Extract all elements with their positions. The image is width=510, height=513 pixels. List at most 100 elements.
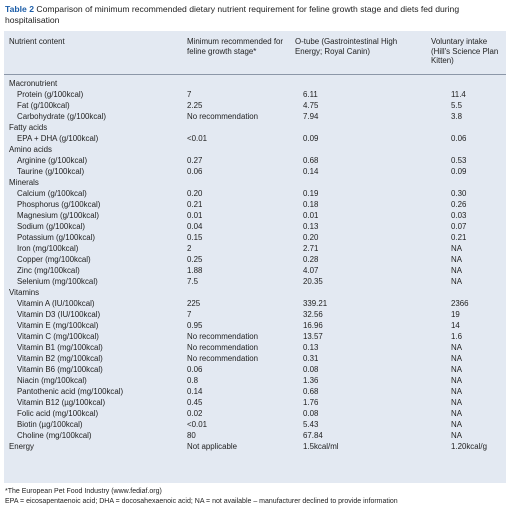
value-cell: 7 [187,310,192,319]
value-cell: No recommendation [187,343,259,352]
row-label: Selenium (mg/100kcal) [17,277,98,286]
value-cell: 14 [451,321,460,330]
row-label: Carbohydrate (g/100kcal) [17,112,107,121]
value-cell: 5.43 [303,420,319,429]
row-label: Fat (g/100kcal) [17,101,70,110]
value-cell: 2 [187,244,192,253]
value-cell: 7.5 [187,277,198,286]
nutrient-table: Nutrient content Minimum recommended for… [4,31,506,452]
caption-text: Comparison of minimum recommended dietar… [5,4,460,25]
value-cell: 0.02 [187,409,203,418]
footnote: *The European Pet Food Industry (www.fed… [5,488,162,495]
row-label: Choline (mg/100kcal) [17,431,92,440]
row-label: Vitamin D3 (IU/100kcal) [17,310,101,319]
value-cell: No recommendation [187,354,259,363]
value-cell: NA [451,244,462,253]
table-row: Vitamin B1 (mg/100kcal) No recommendation… [4,342,506,353]
table-row: Vitamin C (mg/100kcal) No recommendation 1… [4,331,506,342]
value-cell: 1.36 [303,376,319,385]
row-label: Pantothenic acid (mg/100kcal) [17,387,124,396]
row-label: Vitamin C (mg/100kcal) [17,332,99,341]
value-cell: Not applicable [187,442,238,451]
value-cell: 0.09 [303,134,319,143]
header-cell: Minimum recommended for feline growth st… [182,31,290,75]
value-cell: 67.84 [303,431,323,440]
row-label: Vitamin B1 (mg/100kcal) [17,343,103,352]
row-label: EPA + DHA (g/100kcal) [17,134,99,143]
value-cell: 32.56 [303,310,323,319]
row-label: Taurine (g/100kcal) [17,167,85,176]
value-cell: NA [451,376,462,385]
value-cell: <0.01 [187,134,207,143]
value-cell: 0.20 [303,233,319,242]
table-row: EPA + DHA (g/100kcal) <0.01 0.09 0.06 [4,133,506,144]
value-cell: 13.57 [303,332,323,341]
value-cell: <0.01 [187,420,207,429]
table-row: Vitamin B6 (mg/100kcal) 0.06 0.08 NA [4,364,506,375]
value-cell: 5.5 [451,101,462,110]
value-cell: 0.8 [187,376,198,385]
value-cell: 2366 [451,299,469,308]
section-title: Macronutrient [9,79,58,88]
table-row: Niacin (mg/100kcal) 0.8 1.36 NA [4,375,506,386]
value-cell: NA [451,354,462,363]
table-panel: Nutrient content Minimum recommended for… [4,31,506,483]
row-label: Zinc (mg/100kcal) [17,266,80,275]
table-row: Vitamin A (IU/100kcal) 225 339.21 2366 [4,298,506,309]
row-label: Iron (mg/100kcal) [17,244,79,253]
value-cell: NA [451,431,462,440]
value-cell: 0.53 [451,156,467,165]
table-row: Magnesium (g/100kcal) 0.01 0.01 0.03 [4,210,506,221]
section-title: Fatty acids [9,123,48,132]
header-cell: Nutrient content [4,31,182,75]
row-label: Energy [9,442,35,451]
section-title: Minerals [9,178,39,187]
value-cell: 0.31 [303,354,319,363]
table-row: Folic acid (mg/100kcal) 0.02 0.08 NA [4,408,506,419]
row-label: Potassium (g/100kcal) [17,233,96,242]
row-label: Biotin (µg/100kcal) [17,420,83,429]
row-label: Sodium (g/100kcal) [17,222,85,231]
table-row: Taurine (g/100kcal) 0.06 0.14 0.09 [4,166,506,177]
value-cell: 0.07 [451,222,467,231]
table-row: Calcium (g/100kcal) 0.20 0.19 0.30 [4,188,506,199]
row-label: Arginine (g/100kcal) [17,156,88,165]
header-cell: Voluntary intake (Hill's Science Plan Ki… [426,31,506,75]
table-row: Energy Not applicable 1.5kcal/ml 1.20kcal/g [4,441,506,452]
table-row: Potassium (g/100kcal) 0.15 0.20 0.21 [4,232,506,243]
value-cell: 0.14 [187,387,203,396]
row-label: Folic acid (mg/100kcal) [17,409,99,418]
value-cell: 0.18 [303,200,319,209]
value-cell: NA [451,277,462,286]
section-title: Vitamins [9,288,40,297]
value-cell: NA [451,365,462,374]
value-cell: 4.07 [303,266,319,275]
value-cell: 0.06 [187,365,203,374]
value-cell: 0.95 [187,321,203,330]
value-cell: 339.21 [303,299,328,308]
row-label: Calcium (g/100kcal) [17,189,87,198]
value-cell: 7.94 [303,112,319,121]
value-cell: 0.13 [303,343,319,352]
row-label: Phosphorus (g/100kcal) [17,200,101,209]
table-row: Iron (mg/100kcal) 2 2.71 NA [4,243,506,254]
table-row: Choline (mg/100kcal) 80 67.84 NA [4,430,506,441]
value-cell: 0.03 [451,211,467,220]
value-cell: 0.45 [187,398,203,407]
row-label: Copper (mg/100kcal) [17,255,91,264]
row-label: Vitamin B6 (mg/100kcal) [17,365,103,374]
section-row: Vitamins [4,287,506,298]
value-cell: 0.14 [303,167,319,176]
value-cell: 0.28 [303,255,319,264]
value-cell: 0.20 [187,189,203,198]
value-cell: 0.09 [451,167,467,176]
value-cell: 19 [451,310,460,319]
value-cell: 1.20kcal/g [451,442,487,451]
value-cell: 20.35 [303,277,323,286]
value-cell: 0.68 [303,387,319,396]
value-cell: 2.71 [303,244,319,253]
value-cell: 0.19 [303,189,319,198]
table-row: Fat (g/100kcal) 2.25 4.75 5.5 [4,100,506,111]
value-cell: 0.27 [187,156,203,165]
